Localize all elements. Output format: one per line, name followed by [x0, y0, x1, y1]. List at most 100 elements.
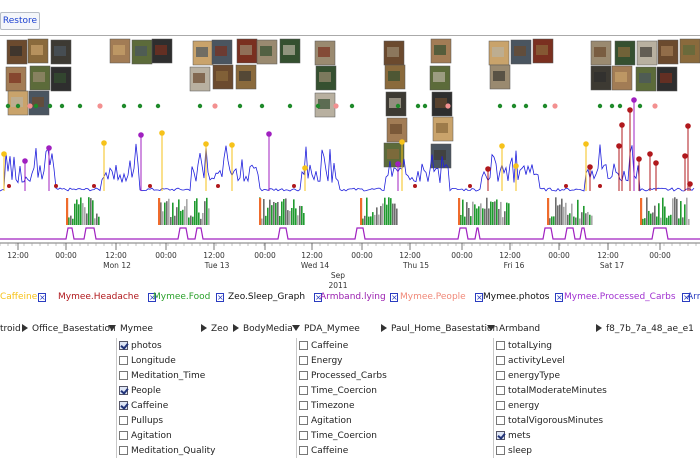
source-header[interactable]: Mymee — [108, 324, 153, 334]
sleep-bar — [289, 210, 291, 225]
channel-checkbox[interactable] — [299, 416, 308, 425]
channel-checkbox[interactable] — [496, 446, 505, 455]
event-dot — [315, 103, 321, 109]
sleep-bar — [660, 217, 662, 225]
photo-thumbnail-detail — [435, 98, 447, 108]
sleep-bar — [502, 217, 504, 225]
day-label: Thu 15 — [402, 261, 429, 270]
source-header[interactable]: BodyMedia — [233, 324, 293, 334]
channel-row[interactable]: Caffeine — [297, 443, 387, 458]
expanded-arrow-icon[interactable] — [108, 325, 116, 331]
channel-row[interactable]: Meditation_Time — [117, 368, 215, 383]
photo-thumbnail-detail — [239, 71, 251, 81]
collapsed-arrow-icon[interactable] — [596, 324, 602, 332]
channel-row[interactable]: activityLevel — [494, 353, 607, 368]
sleep-bar — [90, 198, 92, 225]
collapsed-arrow-icon[interactable] — [381, 324, 387, 332]
sleep-bar — [553, 216, 555, 225]
sleep-bar — [656, 216, 658, 225]
legend-remove-button[interactable]: × — [148, 293, 156, 302]
channel-checkbox[interactable] — [119, 446, 128, 455]
legend-remove-button[interactable]: × — [314, 293, 322, 302]
channel-checkbox[interactable] — [119, 431, 128, 440]
source-label: Zeo — [211, 324, 229, 334]
channel-label: Caffeine — [311, 340, 349, 351]
channel-checkbox[interactable] — [119, 371, 128, 380]
channel-row[interactable]: Time_Coercion — [297, 428, 387, 443]
channel-checkbox[interactable] — [119, 416, 128, 425]
source-header[interactable]: Zeo — [201, 324, 228, 334]
channel-row[interactable]: Pullups — [117, 413, 215, 428]
channel-checkbox[interactable] — [119, 341, 128, 350]
channel-row[interactable]: sleep — [494, 443, 607, 458]
legend-remove-button[interactable]: × — [38, 293, 46, 302]
channel-row[interactable]: photos — [117, 338, 215, 353]
channel-row[interactable]: Agitation — [117, 428, 215, 443]
channel-label: Meditation_Time — [131, 370, 206, 381]
restore-button[interactable]: Restore — [0, 12, 40, 30]
channel-checkbox[interactable] — [119, 356, 128, 365]
source-header[interactable]: Office_Basestation — [22, 324, 116, 334]
channel-checkbox[interactable] — [299, 371, 308, 380]
channel-checkbox[interactable] — [299, 401, 308, 410]
legend-remove-button[interactable]: × — [475, 293, 483, 302]
headache-dot — [92, 184, 96, 188]
channel-checkbox[interactable] — [496, 401, 505, 410]
channel-row[interactable]: Caffeine — [297, 338, 387, 353]
channel-row[interactable]: mets — [494, 428, 607, 443]
sleep-bar — [474, 204, 476, 225]
channel-row[interactable]: energy — [494, 398, 607, 413]
channel-row[interactable]: Agitation — [297, 413, 387, 428]
channel-checkbox[interactable] — [299, 341, 308, 350]
channel-label: totalModerateMinutes — [508, 385, 607, 396]
channel-checkbox[interactable] — [496, 371, 505, 380]
marker-head — [229, 142, 235, 148]
expanded-arrow-icon[interactable] — [487, 325, 495, 331]
channel-row[interactable]: Caffeine — [117, 398, 215, 413]
channel-checkbox[interactable] — [496, 416, 505, 425]
sleep-bar — [376, 207, 378, 225]
channel-row[interactable]: totalVigorousMinutes — [494, 413, 607, 428]
sleep-bar — [680, 201, 682, 225]
legend-remove-button[interactable]: × — [555, 293, 563, 302]
channel-checkbox[interactable] — [299, 386, 308, 395]
channel-checkbox[interactable] — [496, 386, 505, 395]
sleep-bar — [384, 197, 386, 225]
legend-remove-button[interactable]: × — [682, 293, 690, 302]
sleep-start-marker — [640, 198, 643, 225]
legend-remove-button[interactable]: × — [390, 293, 398, 302]
channel-checkbox[interactable] — [119, 401, 128, 410]
channel-checkbox[interactable] — [299, 356, 308, 365]
channel-row[interactable]: energyType — [494, 368, 607, 383]
channel-checkbox[interactable] — [299, 446, 308, 455]
source-header[interactable]: f8_7b_7a_48_ae_e1 — [596, 324, 694, 334]
sleep-bar — [366, 197, 368, 225]
channel-row[interactable]: Meditation_Quality — [117, 443, 215, 458]
sleep-bar — [364, 215, 366, 225]
channel-row[interactable]: Timezone — [297, 398, 387, 413]
channel-row[interactable]: Energy — [297, 353, 387, 368]
channel-row[interactable]: Processed_Carbs — [297, 368, 387, 383]
channel-checkbox[interactable] — [496, 431, 505, 440]
expanded-arrow-icon[interactable] — [292, 325, 300, 331]
collapsed-arrow-icon[interactable] — [233, 324, 239, 332]
channel-row[interactable]: totalLying — [494, 338, 607, 353]
legend-remove-button[interactable]: × — [216, 293, 224, 302]
event-dot — [5, 103, 11, 109]
sleep-bar — [504, 211, 506, 225]
channel-checkbox[interactable] — [496, 356, 505, 365]
source-header[interactable]: Paul_Home_Basestation — [381, 324, 498, 334]
channel-row[interactable]: People — [117, 383, 215, 398]
source-header[interactable]: PDA_Mymee — [292, 324, 360, 334]
timeline-plot[interactable]: 12:00 00:00 12:00 00:00 12:00 00:00 12:00 00:00… — [0, 36, 700, 291]
channel-row[interactable]: totalModerateMinutes — [494, 383, 607, 398]
channel-checkbox[interactable] — [496, 341, 505, 350]
source-header[interactable]: Armband — [487, 324, 540, 334]
source-header[interactable]: troid — [0, 324, 21, 334]
channel-checkbox[interactable] — [299, 431, 308, 440]
collapsed-arrow-icon[interactable] — [201, 324, 207, 332]
channel-row[interactable]: Time_Coercion — [297, 383, 387, 398]
channel-checkbox[interactable] — [119, 386, 128, 395]
channel-row[interactable]: Longitude — [117, 353, 215, 368]
collapsed-arrow-icon[interactable] — [22, 324, 28, 332]
